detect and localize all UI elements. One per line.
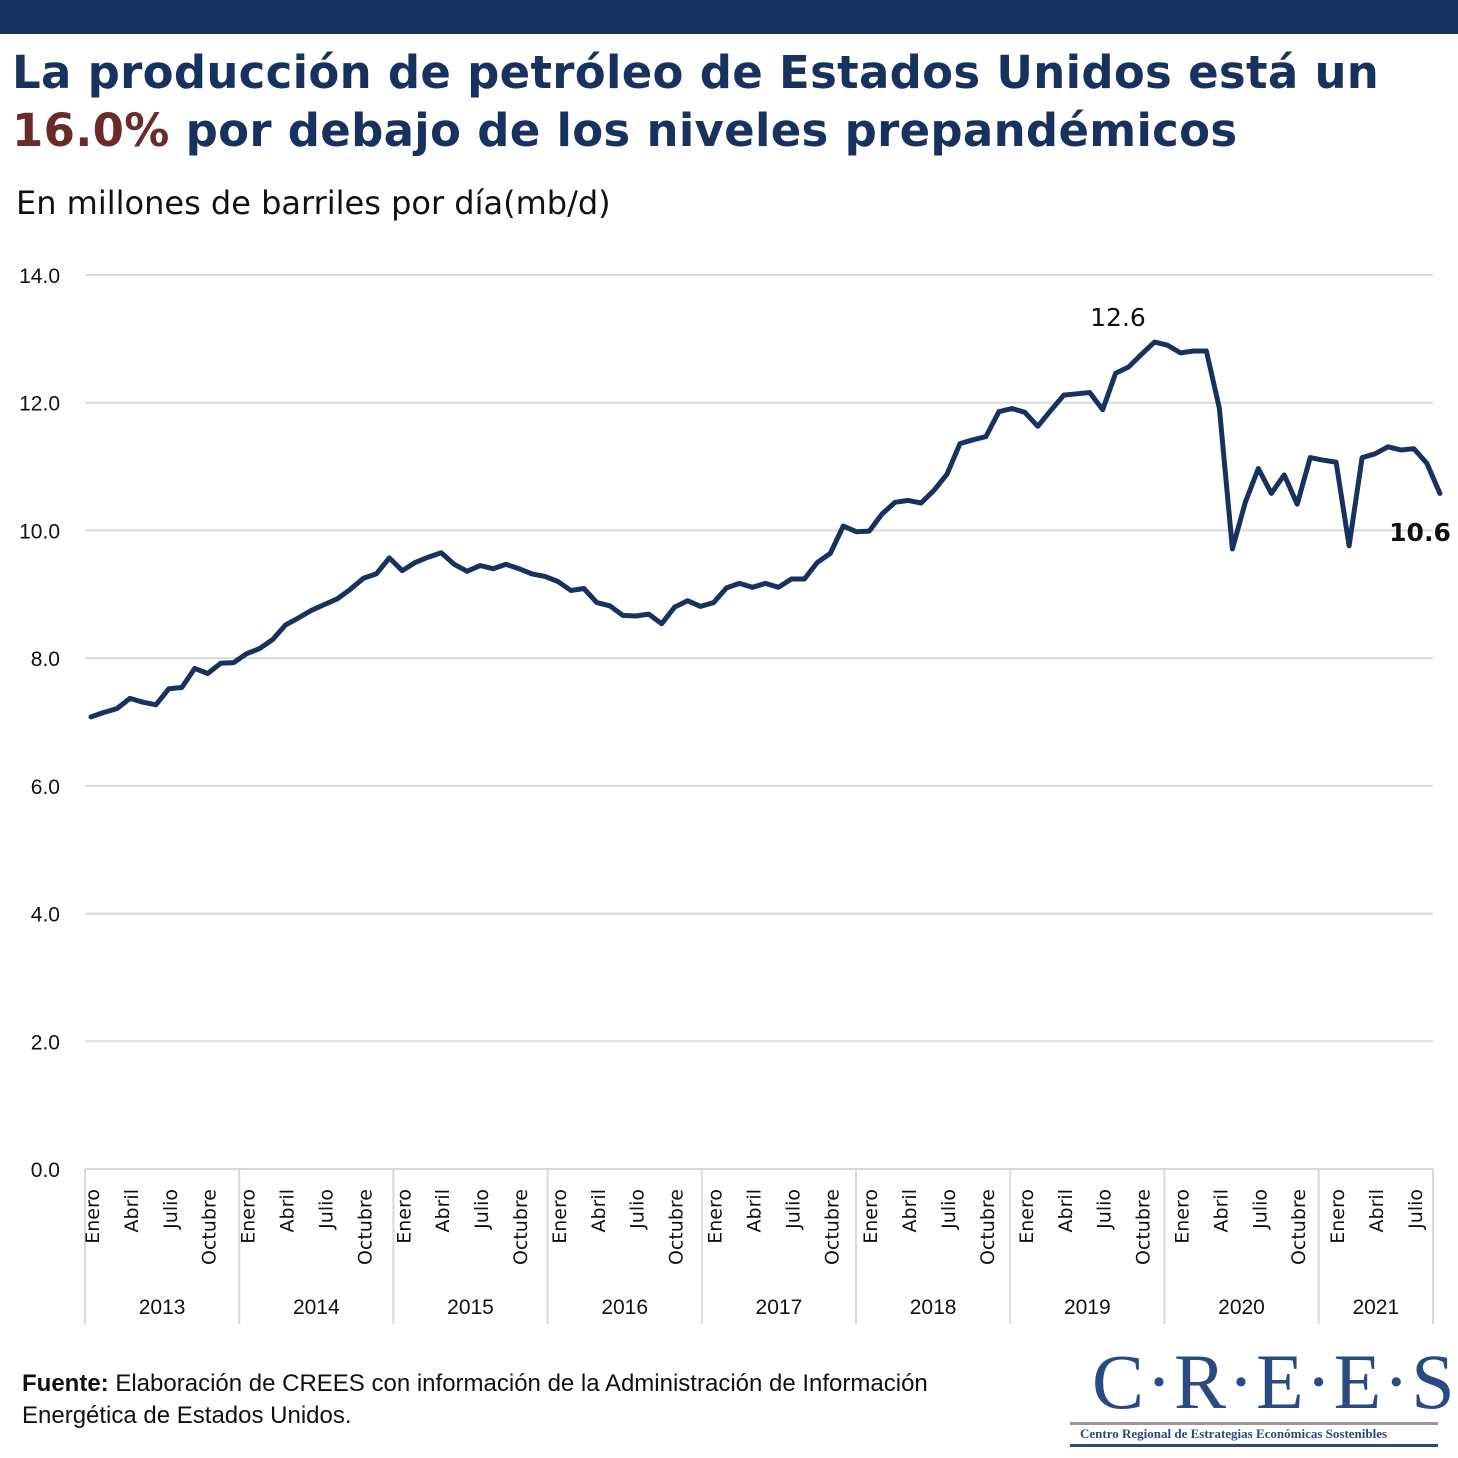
title-part2: por debajo de los niveles prepandémicos — [169, 104, 1238, 157]
logo-subtitle: Centro Regional de Estrategias Económica… — [1080, 1426, 1388, 1441]
y-tick-label: 8.0 — [31, 648, 60, 671]
gridlines — [85, 274, 1433, 1170]
annotations: 12.6 10.6 — [1090, 303, 1451, 547]
x-tick-label: Abril — [432, 1189, 454, 1232]
x-tick-label: Enero — [860, 1189, 882, 1244]
chart-title: La producción de petróleo de Estados Uni… — [12, 44, 1452, 160]
y-tick-label: 0.0 — [31, 1159, 60, 1182]
x-tick-label: Enero — [82, 1189, 104, 1244]
source-text: Elaboración de CREES con información de … — [22, 1370, 928, 1429]
year-label: 2017 — [756, 1296, 803, 1319]
x-tick-label: Octubre — [199, 1189, 221, 1265]
x-tick-label: Enero — [393, 1189, 415, 1244]
x-tick-label: Julio — [938, 1189, 960, 1230]
y-tick-label: 12.0 — [19, 393, 60, 416]
x-tick-label: Enero — [549, 1189, 571, 1244]
x-tick-label: Julio — [315, 1189, 337, 1230]
crees-logo: C·R·E·E·S Centro Regional de Estrategias… — [1070, 1340, 1455, 1450]
x-tick-label: Abril — [121, 1189, 143, 1232]
y-tick-label: 2.0 — [31, 1031, 60, 1054]
x-tick-label: Julio — [1094, 1189, 1116, 1230]
y-axis: 0.0 2.0 4.0 6.0 8.0 10.0 12.0 14.0 — [19, 265, 60, 1182]
title-part1: La producción de petróleo de Estados Uni… — [12, 46, 1380, 99]
year-label: 2014 — [293, 1296, 340, 1319]
title-highlight-percentage: 16.0% — [12, 104, 170, 157]
x-tick-label: Enero — [1016, 1189, 1038, 1244]
year-label: 2016 — [601, 1296, 648, 1319]
x-tick-label: Enero — [238, 1189, 260, 1244]
x-tick-label: Octubre — [1133, 1189, 1155, 1265]
x-tick-label: Julio — [1249, 1189, 1271, 1230]
x-tick-label: Octubre — [1288, 1189, 1310, 1265]
logo-underline — [1070, 1444, 1438, 1447]
x-tick-label: Julio — [1405, 1189, 1427, 1230]
y-tick-label: 4.0 — [31, 904, 60, 927]
year-label: 2019 — [1064, 1296, 1111, 1319]
y-tick-label: 14.0 — [19, 265, 60, 288]
x-tick-label: Octubre — [666, 1189, 688, 1265]
y-tick-label: 10.0 — [19, 520, 60, 543]
year-label: 2015 — [447, 1296, 494, 1319]
year-label: 2013 — [139, 1296, 186, 1319]
x-tick-label: Enero — [1327, 1189, 1349, 1244]
x-tick-label: Octubre — [977, 1189, 999, 1265]
x-tick-label: Abril — [1210, 1189, 1232, 1232]
x-tick-label: Abril — [1055, 1189, 1077, 1232]
x-axis: Enero Abril Julio Octubre 2013 Enero Abril Juli… — [82, 1169, 1434, 1324]
x-tick-label: Abril — [899, 1189, 921, 1232]
source-note: Fuente: Elaboración de CREES con informa… — [22, 1368, 982, 1432]
x-tick-label: Abril — [588, 1189, 610, 1232]
x-tick-label: Octubre — [821, 1189, 843, 1265]
x-tick-label: Abril — [743, 1189, 765, 1232]
x-tick-label: Enero — [705, 1189, 727, 1244]
x-tick-label: Enero — [1171, 1189, 1193, 1244]
top-banner — [0, 0, 1458, 34]
x-tick-label: Julio — [471, 1189, 493, 1230]
series-layer — [88, 339, 1443, 720]
logo-divider — [1070, 1422, 1438, 1425]
latest-data-label: 10.6 — [1389, 518, 1451, 547]
peak-data-label: 12.6 — [1090, 303, 1146, 332]
source-label: Fuente: — [22, 1370, 109, 1397]
x-tick-label: Octubre — [354, 1189, 376, 1265]
x-tick-label: Octubre — [510, 1189, 532, 1265]
year-label: 2020 — [1218, 1296, 1265, 1319]
year-label: 2021 — [1352, 1296, 1399, 1319]
logo-wordmark: C·R·E·E·S — [1092, 1338, 1457, 1425]
year-label: 2018 — [910, 1296, 957, 1319]
series-line — [88, 339, 1443, 720]
x-tick-label: Abril — [277, 1189, 299, 1232]
x-tick-label: Julio — [782, 1189, 804, 1230]
y-tick-label: 6.0 — [31, 776, 60, 799]
x-tick-label: Julio — [160, 1189, 182, 1230]
chart-subtitle: En millones de barriles por día(mb/d) — [16, 184, 611, 222]
x-tick-label: Julio — [627, 1189, 649, 1230]
line-chart: 0.0 2.0 4.0 6.0 8.0 10.0 12.0 14.0 Enero Abril Ju… — [19, 265, 1451, 1324]
x-tick-label: Abril — [1366, 1189, 1388, 1232]
